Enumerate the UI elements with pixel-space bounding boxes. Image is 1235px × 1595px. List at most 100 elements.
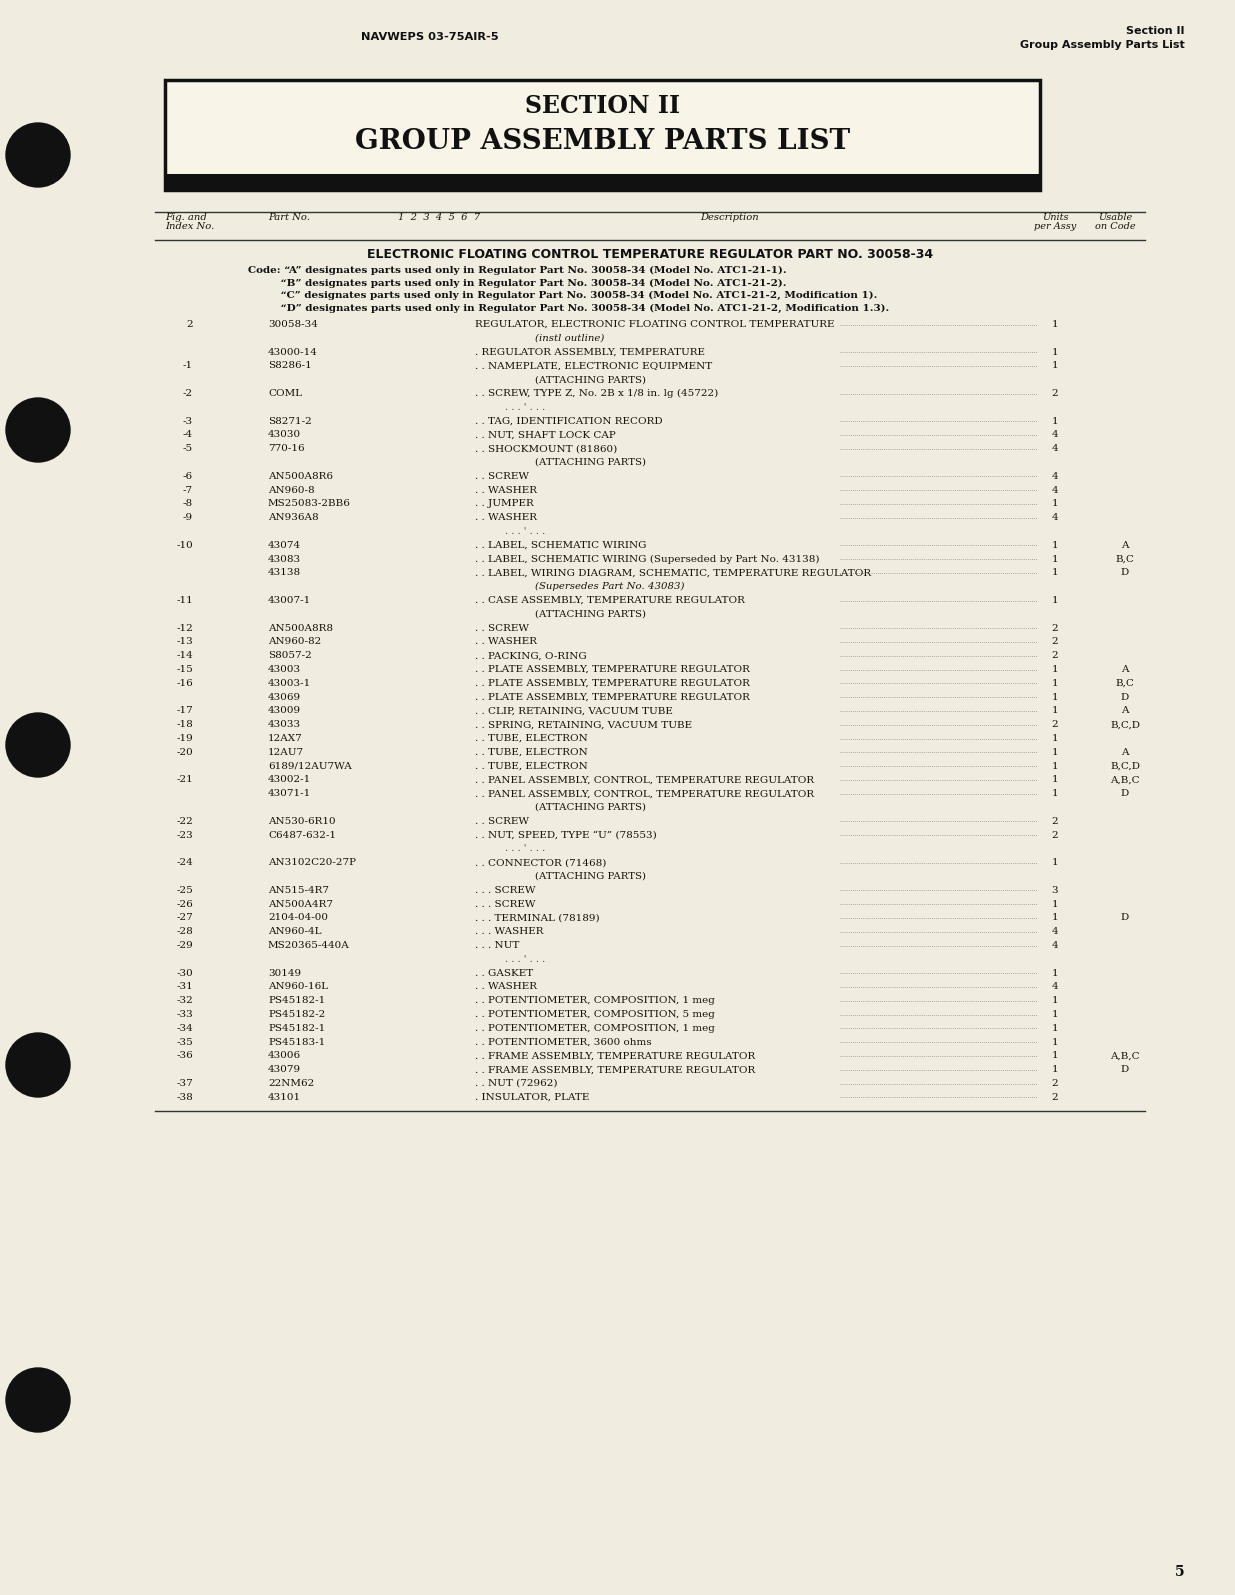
Text: 2: 2 [1052, 1093, 1058, 1102]
Text: A: A [1121, 665, 1129, 675]
Text: . . CONNECTOR (71468): . . CONNECTOR (71468) [475, 858, 606, 868]
Text: 43101: 43101 [268, 1093, 301, 1102]
Bar [165, 80, 1040, 190]
Text: 2: 2 [1052, 721, 1058, 729]
Text: PS45182-2: PS45182-2 [268, 1010, 325, 1019]
Text: 2: 2 [1052, 1078, 1058, 1088]
Text: 4: 4 [1052, 485, 1058, 494]
Text: -33: -33 [177, 1010, 193, 1019]
Text: 1: 1 [1052, 1024, 1058, 1034]
Text: D: D [1121, 692, 1129, 702]
Text: Description: Description [700, 214, 760, 222]
Text: D: D [1121, 568, 1129, 577]
Text: . REGULATOR ASSEMBLY, TEMPERATURE: . REGULATOR ASSEMBLY, TEMPERATURE [475, 348, 705, 357]
Text: . . SPRING, RETAINING, VACUUM TUBE: . . SPRING, RETAINING, VACUUM TUBE [475, 721, 692, 729]
Text: “C” designates parts used only in Regulator Part No. 30058-34 (Model No. ATC1-21: “C” designates parts used only in Regula… [248, 290, 877, 300]
Text: 1: 1 [1052, 348, 1058, 357]
Text: 1: 1 [1052, 555, 1058, 563]
Text: -17: -17 [177, 707, 193, 716]
Circle shape [6, 1369, 70, 1432]
Text: . . PLATE ASSEMBLY, TEMPERATURE REGULATOR: . . PLATE ASSEMBLY, TEMPERATURE REGULATO… [475, 679, 750, 687]
Text: -16: -16 [177, 679, 193, 687]
Text: PS45182-1: PS45182-1 [268, 1024, 325, 1034]
Text: A,B,C: A,B,C [1110, 775, 1140, 785]
Text: . . LABEL, SCHEMATIC WIRING: . . LABEL, SCHEMATIC WIRING [475, 541, 646, 550]
Text: 1: 1 [1052, 568, 1058, 577]
Text: -26: -26 [177, 900, 193, 909]
Text: . . LABEL, WIRING DIAGRAM, SCHEMATIC, TEMPERATURE REGULATOR: . . LABEL, WIRING DIAGRAM, SCHEMATIC, TE… [475, 568, 871, 577]
Text: . . SCREW: . . SCREW [475, 472, 529, 480]
Text: 1: 1 [1052, 858, 1058, 868]
Text: 1: 1 [1052, 679, 1058, 687]
Text: COML: COML [268, 389, 303, 399]
Text: (ATTACHING PARTS): (ATTACHING PARTS) [535, 872, 646, 880]
Text: . INSULATOR, PLATE: . INSULATOR, PLATE [475, 1093, 589, 1102]
Text: 1: 1 [1052, 1010, 1058, 1019]
Text: Group Assembly Parts List: Group Assembly Parts List [1020, 40, 1186, 49]
Text: S8057-2: S8057-2 [268, 651, 311, 660]
Text: 1: 1 [1052, 416, 1058, 426]
Text: 3: 3 [1052, 885, 1058, 895]
Text: . . PANEL ASSEMBLY, CONTROL, TEMPERATURE REGULATOR: . . PANEL ASSEMBLY, CONTROL, TEMPERATURE… [475, 775, 814, 785]
Text: A: A [1121, 748, 1129, 756]
Text: . . POTENTIOMETER, COMPOSITION, 1 meg: . . POTENTIOMETER, COMPOSITION, 1 meg [475, 997, 715, 1005]
Text: AN960-82: AN960-82 [268, 638, 321, 646]
Text: PS45183-1: PS45183-1 [268, 1038, 325, 1046]
Text: Section II: Section II [1126, 26, 1186, 37]
Text: AN500A4R7: AN500A4R7 [268, 900, 333, 909]
Text: 6189/12AU7WA: 6189/12AU7WA [268, 761, 352, 770]
Text: -5: -5 [183, 443, 193, 453]
Text: -38: -38 [177, 1093, 193, 1102]
Text: 30058-34: 30058-34 [268, 321, 317, 329]
Text: 43003-1: 43003-1 [268, 679, 311, 687]
Circle shape [6, 1034, 70, 1097]
Text: 2: 2 [1052, 831, 1058, 839]
Text: -3: -3 [183, 416, 193, 426]
Text: (Supersedes Part No. 43083): (Supersedes Part No. 43083) [535, 582, 684, 592]
Text: 2: 2 [186, 321, 193, 329]
Text: 2104-04-00: 2104-04-00 [268, 914, 329, 922]
Text: . . POTENTIOMETER, 3600 ohms: . . POTENTIOMETER, 3600 ohms [475, 1038, 652, 1046]
Text: (ATTACHING PARTS): (ATTACHING PARTS) [535, 375, 646, 384]
Text: . . TUBE, ELECTRON: . . TUBE, ELECTRON [475, 734, 588, 743]
Text: MS25083-2BB6: MS25083-2BB6 [268, 499, 351, 509]
Text: -8: -8 [183, 499, 193, 509]
Text: AN960-4L: AN960-4L [268, 927, 321, 936]
Text: -18: -18 [177, 721, 193, 729]
Text: . . WASHER: . . WASHER [475, 514, 537, 522]
Text: “B” designates parts used only in Regulator Part No. 30058-34 (Model No. ATC1-21: “B” designates parts used only in Regula… [248, 279, 787, 287]
Text: (ATTACHING PARTS): (ATTACHING PARTS) [535, 609, 646, 619]
Text: -11: -11 [177, 597, 193, 605]
Text: per Assy: per Assy [1034, 222, 1076, 231]
Text: Code: “A” designates parts used only in Regulator Part No. 30058-34 (Model No. A: Code: “A” designates parts used only in … [248, 266, 787, 274]
Text: 1: 1 [1052, 761, 1058, 770]
Text: -37: -37 [177, 1078, 193, 1088]
Text: 1: 1 [1052, 1038, 1058, 1046]
Text: -9: -9 [183, 514, 193, 522]
Text: Usable: Usable [1098, 214, 1132, 222]
Text: . . CASE ASSEMBLY, TEMPERATURE REGULATOR: . . CASE ASSEMBLY, TEMPERATURE REGULATOR [475, 597, 745, 605]
Text: . . PLATE ASSEMBLY, TEMPERATURE REGULATOR: . . PLATE ASSEMBLY, TEMPERATURE REGULATO… [475, 665, 750, 675]
Text: 1: 1 [1052, 997, 1058, 1005]
Text: . . . WASHER: . . . WASHER [475, 927, 543, 936]
Text: . . TUBE, ELECTRON: . . TUBE, ELECTRON [475, 748, 588, 756]
Text: -7: -7 [183, 485, 193, 494]
Text: 1: 1 [1052, 748, 1058, 756]
Text: . . NUT (72962): . . NUT (72962) [475, 1078, 557, 1088]
Text: AN960-16L: AN960-16L [268, 983, 329, 992]
Text: -35: -35 [177, 1038, 193, 1046]
Circle shape [6, 713, 70, 777]
Text: . . . ' . . .: . . . ' . . . [505, 844, 545, 853]
Text: 43079: 43079 [268, 1065, 301, 1073]
Text: . . SCREW: . . SCREW [475, 817, 529, 826]
Text: A: A [1121, 541, 1129, 550]
Text: AN515-4R7: AN515-4R7 [268, 885, 329, 895]
Text: . . SCREW: . . SCREW [475, 624, 529, 633]
Text: 43074: 43074 [268, 541, 301, 550]
Text: 43007-1: 43007-1 [268, 597, 311, 605]
Text: 1: 1 [1052, 734, 1058, 743]
Text: 1: 1 [1052, 707, 1058, 716]
Text: -15: -15 [177, 665, 193, 675]
Text: 4: 4 [1052, 431, 1058, 439]
Text: A: A [1121, 707, 1129, 716]
